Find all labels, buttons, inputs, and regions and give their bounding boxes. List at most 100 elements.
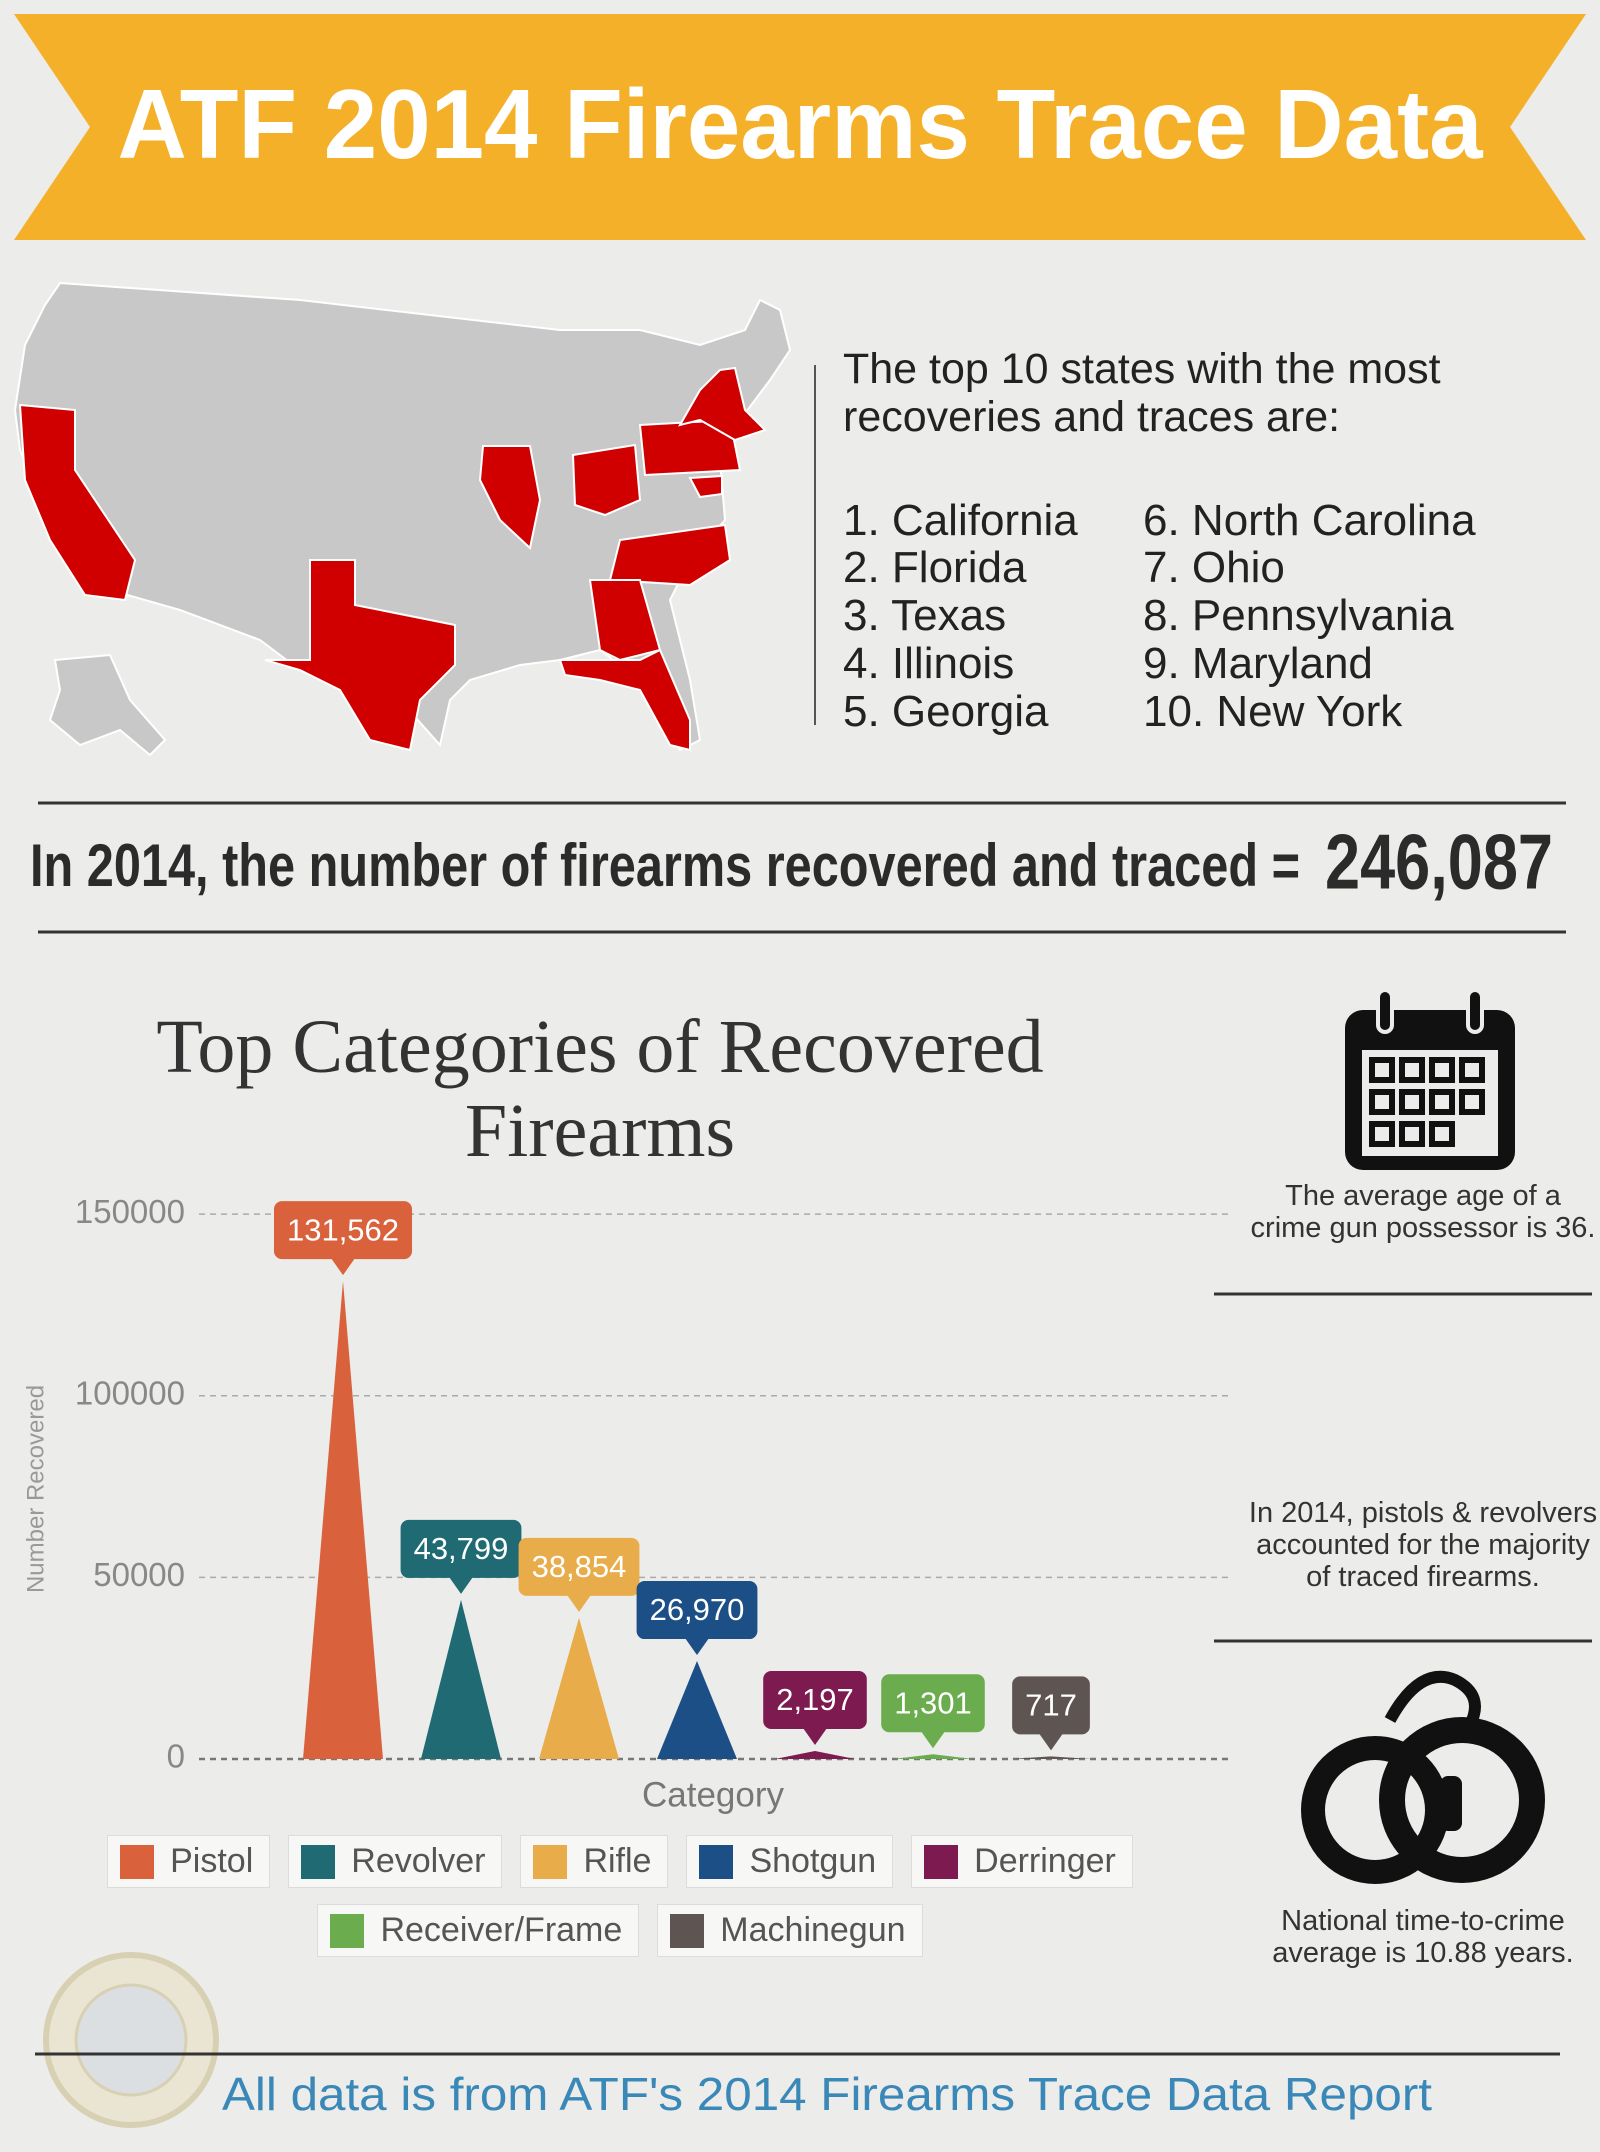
y-tick-label: 50000 xyxy=(93,1556,185,1593)
icon-shape xyxy=(1301,1736,1449,1884)
icon-shape xyxy=(1384,1670,1481,1728)
value-label-pointer xyxy=(567,1594,591,1612)
legend-swatch xyxy=(699,1844,734,1879)
legend-label: Receiver/Frame xyxy=(380,1911,623,1949)
value-label-pointer xyxy=(921,1731,945,1749)
icon-shape xyxy=(1429,1121,1455,1147)
state-item: 2. Florida xyxy=(843,543,1027,592)
x-axis-label: Category xyxy=(642,1775,785,1814)
note: The average age of a crime gun possessor… xyxy=(1250,1180,1596,1244)
y-tick-label: 100000 xyxy=(75,1374,185,1411)
map-state xyxy=(688,474,723,499)
note: National time-to-crime average is 10.88 … xyxy=(1272,1905,1574,1969)
legend-swatch xyxy=(330,1913,365,1948)
legend-item: Receiver/Frame xyxy=(317,1904,640,1957)
bar xyxy=(303,1281,383,1759)
legend-label: Pistol xyxy=(170,1842,254,1880)
value-label: 43,799 xyxy=(414,1531,509,1566)
note: In 2014, pistols & revolvers accounted f… xyxy=(1248,1497,1598,1593)
total-value: 246,087 xyxy=(1325,818,1553,906)
icon-shape xyxy=(1369,1121,1395,1147)
map-state xyxy=(588,579,662,662)
icon-shape xyxy=(1440,1776,1462,1831)
map-state xyxy=(608,523,732,587)
icon-shape xyxy=(1369,1057,1395,1083)
handcuffs-icon xyxy=(1301,1670,1545,1884)
icon-shape xyxy=(1429,1057,1455,1083)
banner xyxy=(14,14,1586,240)
icon-shape xyxy=(1399,1121,1425,1147)
value-label: 38,854 xyxy=(532,1549,627,1584)
value-label-box xyxy=(1012,1676,1090,1735)
icon-shape xyxy=(1429,1089,1455,1115)
state-item: 10. New York xyxy=(1143,687,1403,736)
bar xyxy=(657,1661,737,1759)
value-label: 1,301 xyxy=(894,1685,972,1720)
chart: 0 50000 100000 150000 Category Number Recover… xyxy=(22,1193,1228,1814)
legend-item: Revolver xyxy=(288,1835,503,1888)
seal xyxy=(43,1952,219,2128)
footer: All data is from ATF's 2014 Firearms Tra… xyxy=(222,2068,1432,2120)
legend-item: Derringer xyxy=(911,1835,1133,1888)
value-label-pointer xyxy=(1039,1733,1063,1751)
icon-shape xyxy=(1466,988,1484,1034)
us-map xyxy=(13,281,792,757)
value-label: 131,562 xyxy=(287,1212,399,1247)
map-state xyxy=(478,445,542,550)
icon-shape xyxy=(1459,1089,1485,1115)
icon-shape xyxy=(1399,1089,1425,1115)
legend-label: Revolver xyxy=(351,1842,486,1880)
legend-label: Rifle xyxy=(583,1842,652,1880)
map-state xyxy=(18,403,137,602)
y-tick-label: 150000 xyxy=(75,1193,185,1230)
seal-center xyxy=(74,1983,188,2097)
map-state xyxy=(638,418,742,477)
value-label-pointer xyxy=(685,1638,709,1656)
legend-item: Machinegun xyxy=(657,1904,923,1957)
map-state xyxy=(571,443,642,517)
state-item: 6. North Carolina xyxy=(1143,496,1476,545)
legend-swatch xyxy=(924,1844,959,1879)
value-label-box xyxy=(518,1537,640,1596)
map-state xyxy=(264,559,456,752)
bar xyxy=(775,1751,855,1759)
legend: Pistol Revolver Rifle Shotgun Derringer Recei… xyxy=(90,1835,1150,1957)
map-state xyxy=(558,648,691,752)
y-axis-label: Number Recovered xyxy=(22,1385,49,1593)
value-label: 717 xyxy=(1025,1688,1077,1723)
value-label-pointer xyxy=(331,1258,355,1276)
legend-item: Rifle xyxy=(520,1835,669,1888)
total-text: In 2014, the number of firearms recovere… xyxy=(30,832,1300,899)
seal-ring xyxy=(43,1952,219,2128)
title: ATF 2014 Firearms Trace Data xyxy=(118,69,1484,179)
value-label-box xyxy=(763,1671,867,1730)
value-label: 2,197 xyxy=(776,1682,854,1717)
map-alaska xyxy=(48,653,167,757)
icon-shape xyxy=(1369,1089,1395,1115)
legend-swatch xyxy=(301,1844,336,1879)
legend-item: Shotgun xyxy=(686,1835,894,1888)
map-state xyxy=(677,366,767,442)
chart-title: Top Categories of Recovered Firearms xyxy=(156,1005,1044,1173)
state-item: 7. Ohio xyxy=(1143,543,1285,592)
legend-label: Shotgun xyxy=(749,1842,877,1880)
icon-shape xyxy=(1376,988,1394,1034)
value-label-box xyxy=(273,1201,413,1260)
icon-shape xyxy=(1459,1057,1485,1083)
state-item: 9. Maryland xyxy=(1143,639,1373,688)
legend-label: Machinegun xyxy=(720,1911,906,1949)
legend-swatch xyxy=(670,1913,705,1948)
value-label-pointer xyxy=(803,1728,827,1746)
states-intro: The top 10 states with the most recoveri… xyxy=(843,345,1441,441)
legend-swatch xyxy=(533,1844,568,1879)
legend-swatch xyxy=(120,1844,155,1879)
state-item: 3. Texas xyxy=(843,591,1007,640)
value-label-box xyxy=(636,1581,758,1640)
value-label-box xyxy=(400,1519,522,1578)
y-tick-label: 0 xyxy=(167,1738,185,1775)
icon-shape xyxy=(1399,1057,1425,1083)
bar xyxy=(421,1599,501,1759)
state-item: 5. Georgia xyxy=(843,687,1049,736)
